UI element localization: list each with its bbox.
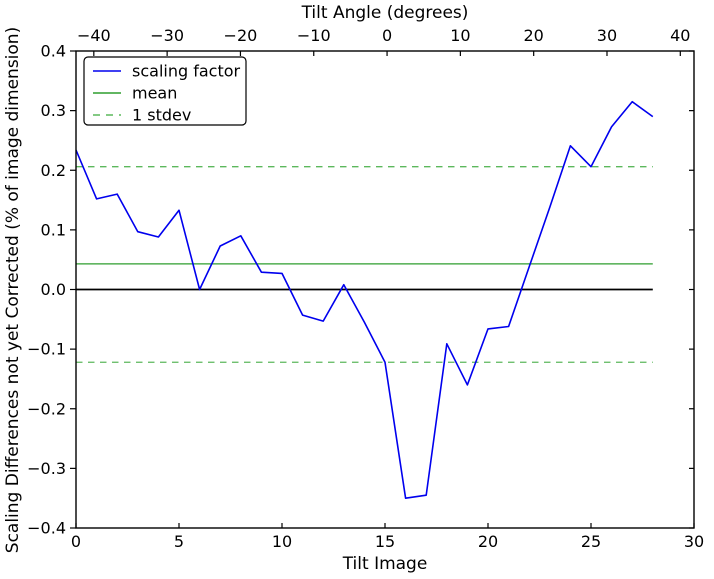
legend: scaling factor mean 1 stdev	[83, 56, 247, 126]
top-tick-label: 30	[597, 26, 617, 45]
x-tick-label: 0	[71, 532, 81, 551]
top-tick-label: 0	[382, 26, 392, 45]
y-tick-label: −0.3	[27, 459, 66, 478]
y-axis-label: Scaling Differences not yet Corrected (%…	[3, 27, 23, 553]
top-tick-label: −30	[150, 26, 184, 45]
top-tick-label: −20	[224, 26, 258, 45]
x-tick-label: 5	[174, 532, 184, 551]
top-tick-label: 20	[523, 26, 543, 45]
legend-box	[83, 56, 247, 126]
x-tick-label: 30	[684, 532, 704, 551]
y-tick-label: 0.3	[41, 101, 66, 120]
scaling-factor-line	[75, 100, 654, 500]
x-tick-label: 25	[581, 532, 601, 551]
y-tick-label: 0.2	[41, 161, 66, 180]
axes-layer: 0 5 10 15 20 25 30 0.4 0.3 0.2 0.1 0.0 −0.1 −0.2 −0.3 −…	[27, 26, 704, 551]
y-tick-label: 0.4	[41, 42, 66, 61]
y-tick-label: −0.2	[27, 399, 66, 418]
top-tick-label: 10	[450, 26, 470, 45]
legend-label-scaling-factor: scaling factor	[132, 62, 241, 81]
top-axis-title: Tilt Angle (degrees)	[301, 3, 469, 23]
y-tick-label: 0.0	[41, 280, 66, 299]
y-tick-label: −0.4	[27, 519, 66, 538]
x-tick-label: 15	[375, 532, 395, 551]
top-tick-label: 40	[670, 26, 690, 45]
top-tick-label: −40	[77, 26, 111, 45]
y-tick-label: −0.1	[27, 340, 66, 359]
top-tick-label: −10	[297, 26, 331, 45]
x-axis-label: Tilt Image	[342, 554, 428, 574]
x-tick-label: 20	[478, 532, 498, 551]
lines-layer	[75, 100, 654, 500]
legend-label-mean: mean	[132, 84, 177, 103]
y-tick-label: 0.1	[41, 220, 66, 239]
x-tick-label: 10	[272, 532, 292, 551]
legend-label-1-stdev: 1 stdev	[132, 106, 191, 125]
